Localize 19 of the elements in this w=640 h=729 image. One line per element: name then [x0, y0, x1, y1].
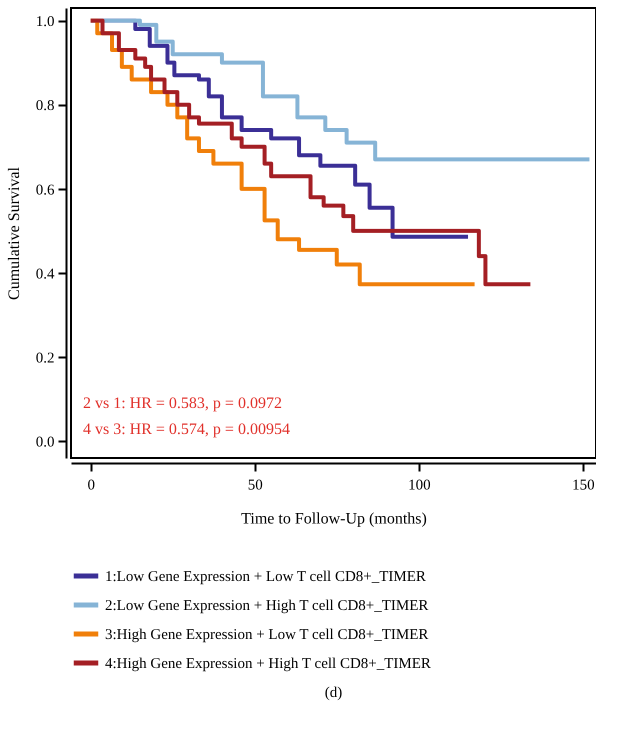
annotation: 2 vs 1: HR = 0.583, p = 0.0972: [83, 395, 282, 412]
legend-label: 2:Low Gene Expression + High T cell CD8+_TIMER: [105, 598, 428, 614]
x-tick-label: 0: [87, 478, 95, 494]
text: (d): [324, 685, 342, 701]
y-tick-label: 0.4: [36, 266, 55, 282]
x-tick-label: 150: [572, 478, 595, 494]
y-axis-title: Cumulative Survival: [6, 166, 23, 300]
y-tick-label: 0.2: [36, 350, 54, 367]
y-tick-label: 1.0: [36, 14, 54, 30]
y-tick-label: 0.8: [36, 98, 54, 114]
legend-label: 3:High Gene Expression + Low T cell CD8+_TIMER: [105, 627, 428, 643]
y-tick-label: 0.6: [36, 182, 55, 198]
x-tick-label: 50: [248, 478, 263, 494]
x-tick-label: 100: [408, 478, 431, 494]
x-axis-title: Time to Follow-Up (months): [241, 510, 427, 528]
legend-label: 4:High Gene Expression + High T cell CD8+_TIMER: [105, 656, 431, 672]
annotation: 4 vs 3: HR = 0.574, p = 0.00954: [83, 421, 290, 438]
y-tick-label: 0.0: [36, 434, 54, 451]
legend-label: 1:Low Gene Expression + Low T cell CD8+_TIMER: [105, 569, 426, 585]
